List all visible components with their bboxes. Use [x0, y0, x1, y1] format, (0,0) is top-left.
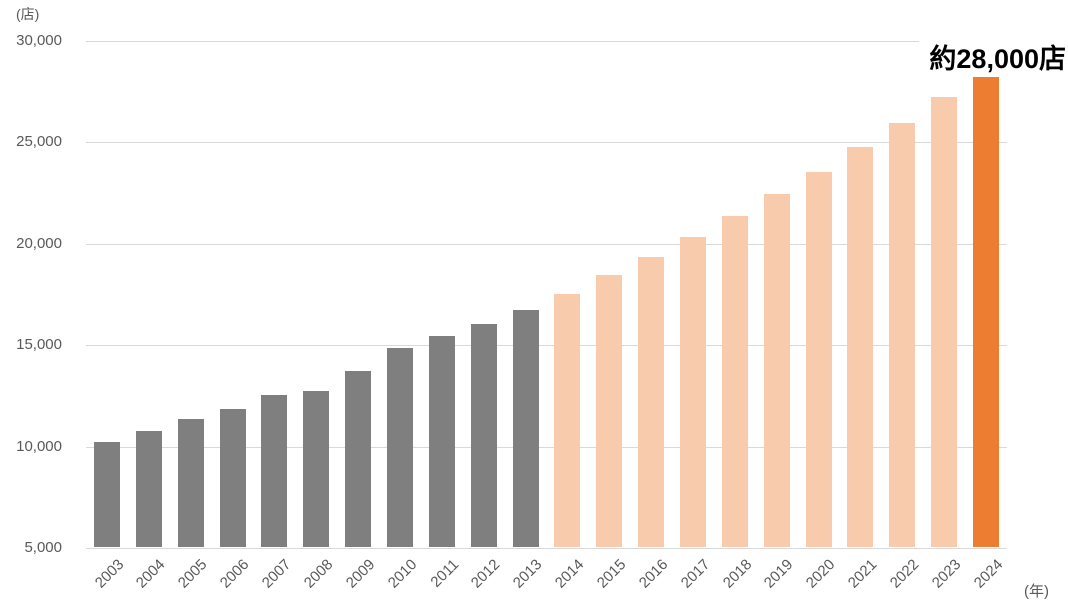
gridline [86, 345, 1007, 347]
x-tick-label: 2010 [384, 556, 421, 592]
x-tick-label: 2016 [635, 556, 672, 592]
x-tick-label: 2013 [509, 556, 546, 592]
y-tick-label: 20,000 [16, 234, 62, 252]
x-tick-label: 2018 [719, 556, 755, 592]
x-tick-label: 2017 [677, 556, 714, 592]
y-tick-label: 25,000 [16, 133, 62, 151]
gridline [86, 243, 1007, 245]
x-tick-label: 2020 [803, 556, 839, 592]
bar-2005 [177, 419, 204, 547]
y-axis-unit-label: (店) [16, 6, 40, 22]
x-axis-tick-labels: 2003 2004 2005 2006 2007 2008 2009 2010 2011 2012… [86, 552, 1007, 606]
y-axis-tick-labels: 30,000 25,000 20,000 15,000 10,000 5,000 [0, 32, 62, 556]
bar-2016 [638, 257, 665, 547]
x-tick-label: 2022 [886, 556, 923, 592]
bar-2012 [470, 323, 497, 547]
x-tick-label: 2005 [175, 556, 211, 592]
bar-2024 [973, 68, 1000, 547]
bar-2011 [428, 336, 455, 547]
bar-2023 [931, 96, 958, 547]
bar-2006 [219, 409, 246, 547]
gridline [86, 446, 1007, 448]
gridline [86, 41, 1007, 42]
x-tick-label: 2019 [761, 556, 797, 592]
x-tick-label: 2021 [844, 556, 881, 592]
x-axis-unit-label: (年) [1024, 583, 1049, 600]
bar-2017 [680, 236, 707, 547]
x-tick-label: 2008 [300, 556, 337, 592]
x-tick-label: 2012 [468, 556, 504, 592]
x-tick-label: 2007 [258, 556, 295, 592]
annotation-label: 約28,000店 [919, 35, 1066, 77]
bar-2015 [596, 275, 623, 547]
x-tick-label: 2009 [342, 556, 379, 592]
bar-2007 [261, 394, 288, 547]
y-tick-label: 5,000 [24, 539, 62, 556]
bar-2013 [512, 309, 539, 547]
bar-2003 [93, 441, 120, 547]
gridline [86, 142, 1007, 144]
x-tick-label: 2006 [216, 556, 253, 592]
bar-2008 [303, 390, 330, 547]
plot-area [86, 41, 1007, 549]
y-tick-label: 10,000 [16, 437, 62, 455]
x-tick-label: 2003 [91, 556, 127, 592]
bar-2020 [805, 171, 832, 547]
bar-2010 [386, 348, 413, 547]
x-tick-label: 2015 [593, 556, 630, 592]
bar-2021 [847, 147, 874, 547]
bar-2019 [763, 194, 790, 547]
x-tick-label: 2024 [970, 556, 1007, 592]
x-tick-label: 2014 [551, 556, 588, 592]
y-tick-label: 30,000 [16, 32, 62, 49]
bar-2009 [345, 370, 372, 547]
x-tick-label: 2011 [427, 556, 462, 591]
bar-2014 [554, 293, 581, 547]
bar-2004 [135, 431, 162, 547]
bar-2018 [721, 216, 748, 547]
x-tick-label: 2023 [928, 556, 965, 592]
gridline [86, 548, 1007, 549]
y-tick-label: 15,000 [16, 336, 62, 354]
bar-2022 [889, 123, 916, 547]
x-tick-label: 2004 [133, 556, 169, 592]
